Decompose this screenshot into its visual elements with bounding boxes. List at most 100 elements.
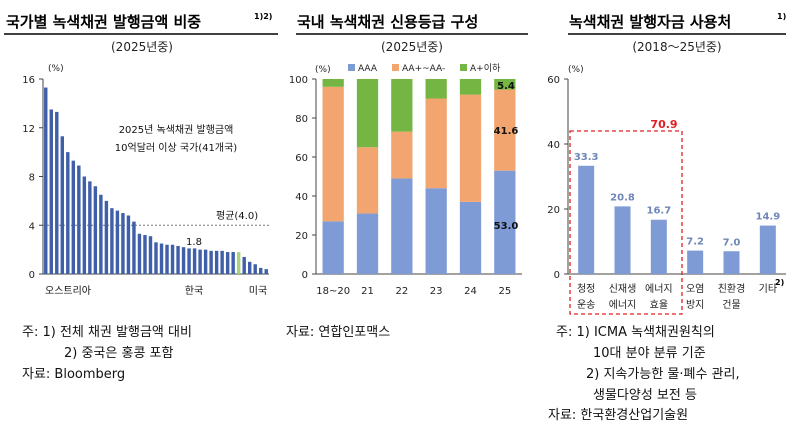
panel2-source: 자료: 연합인포맥스 bbox=[286, 325, 390, 340]
panel1-bar bbox=[115, 210, 120, 274]
panel1-y-tick-label: 8 bbox=[29, 173, 35, 184]
panel1-xlabel-austria: 오스트리아 bbox=[45, 285, 91, 297]
panel2-bar-a bbox=[391, 79, 413, 132]
panel3-x-label-line2: 건물 bbox=[722, 299, 740, 311]
panel3-source: 자료: 한국환경산업기술원 bbox=[548, 408, 688, 423]
legend-swatch-aa bbox=[392, 64, 399, 71]
panel1-bar bbox=[170, 244, 175, 274]
panel2-bar-aaa bbox=[494, 170, 516, 274]
legend-swatch-aaa bbox=[348, 64, 355, 71]
panel2-x-tick-label: 22 bbox=[395, 286, 408, 297]
panel2-x-tick-label: 24 bbox=[464, 286, 477, 297]
panel1-bar bbox=[154, 242, 158, 274]
panel2-x-tick-label: 25 bbox=[498, 286, 511, 297]
panel3-x-label-line1: 청정 bbox=[577, 283, 595, 295]
panel1-annotation-line2: 10억달러 이상 국가(41개국) bbox=[115, 142, 238, 154]
panel2-bar-a bbox=[459, 79, 482, 95]
panel3-value-label: 16.7 bbox=[646, 206, 671, 217]
panel3-category-sup: 2) bbox=[775, 278, 784, 287]
panel1-average-label: 평균(4.0) bbox=[216, 210, 258, 222]
panel2-bar-a bbox=[356, 79, 379, 148]
panel2-bar-aa bbox=[356, 147, 379, 214]
legend-label-aaa: AAA bbox=[358, 64, 378, 74]
panel1-bar bbox=[44, 87, 48, 274]
panel1-bar bbox=[214, 250, 219, 274]
panel2-x-tick-label: 23 bbox=[430, 286, 443, 297]
panel2-bar-a bbox=[425, 79, 447, 99]
panel2-bar-aa bbox=[322, 86, 344, 222]
panel1-bar bbox=[137, 233, 142, 274]
panel3-note-2: 10대 분야 분류 기준 bbox=[593, 346, 706, 361]
panel2-axes: 0 20 40 60 80 100 18~20 21 22 23 24 25 bbox=[289, 75, 522, 297]
panel1-bar bbox=[231, 252, 235, 274]
panel2-y-tick-label: 100 bbox=[289, 75, 308, 86]
panel1-bar bbox=[71, 160, 76, 274]
panel2-value-aaa: 53.0 bbox=[494, 221, 519, 232]
panel3-x-label-line2: 방지 bbox=[686, 299, 704, 311]
panel2-bar-aaa bbox=[322, 221, 344, 274]
panel3-bars: 33.3 20.8 16.7 7.2 7.0 14.9 bbox=[574, 152, 780, 274]
panel2-bar-aaa bbox=[425, 188, 447, 274]
panel1-bar bbox=[88, 181, 92, 274]
panel3-unit: (%) bbox=[568, 65, 584, 75]
panel1-subtitle: (2025년중) bbox=[111, 40, 173, 54]
panel2-bar-aaa bbox=[459, 201, 482, 274]
panel1-bar bbox=[259, 267, 263, 274]
panel1-bar bbox=[198, 249, 202, 274]
panel3-x-label-line1: 친환경 bbox=[718, 282, 746, 295]
panel2-bar-aa bbox=[459, 94, 482, 202]
panel3-bar bbox=[650, 219, 667, 274]
panel1-bar-korea bbox=[236, 252, 241, 274]
panel1-bar bbox=[220, 250, 224, 274]
panel3-bar bbox=[578, 165, 595, 274]
panel3-group-box bbox=[569, 130, 683, 315]
panel1-bar bbox=[225, 252, 230, 274]
panel3-group-total: 70.9 bbox=[650, 118, 677, 131]
panel1-bar bbox=[159, 243, 164, 274]
panel3-value-label: 20.8 bbox=[610, 192, 635, 203]
panel2-bar-aa bbox=[494, 89, 516, 171]
panel2-bars bbox=[322, 79, 516, 274]
panel1-y-tick-label: 16 bbox=[22, 75, 35, 86]
panel2-y-tick-label: 60 bbox=[295, 153, 308, 164]
panel3-x-label-line1: 오염 bbox=[686, 283, 704, 295]
panel1-bar bbox=[104, 200, 109, 274]
panel3-x-label-line2: 운송 bbox=[577, 299, 595, 311]
panel3-title-sup: 1) bbox=[777, 12, 786, 21]
panel2-subtitle: (2025년중) bbox=[381, 40, 443, 54]
panel3-title: 녹색채권 발행자금 사용처 bbox=[569, 13, 731, 31]
panel1-bar bbox=[55, 111, 59, 274]
panel1-bar bbox=[209, 250, 213, 274]
panel1-y-tick-label: 12 bbox=[22, 124, 35, 135]
panel3-value-label: 7.0 bbox=[723, 237, 741, 248]
panel2-bar-aa bbox=[391, 131, 413, 179]
panel3-y-tick-label: 60 bbox=[547, 75, 560, 86]
panel1-annotation-line1: 2025년 녹색채권 발행금액 bbox=[119, 124, 234, 136]
panel1-bar bbox=[66, 152, 70, 274]
panel3-x-label-line2: 효율 bbox=[650, 299, 668, 311]
panel1-bar bbox=[192, 248, 197, 274]
panel3-bar bbox=[614, 206, 631, 274]
panel1-bar bbox=[99, 194, 103, 274]
panel3-bar bbox=[759, 225, 776, 274]
panel3-value-label: 7.2 bbox=[686, 237, 704, 248]
legend-swatch-a bbox=[460, 64, 467, 71]
panel1-bar bbox=[187, 248, 191, 274]
panel3-note-1: 주: 1) ICMA 녹색채권원칙의 bbox=[556, 325, 715, 340]
panel1-bar bbox=[77, 165, 81, 274]
panel2-x-tick-label: 21 bbox=[361, 286, 374, 297]
panel3-bar bbox=[723, 251, 740, 274]
panel3-value-label: 14.9 bbox=[755, 212, 780, 223]
panel2-value-aa: 41.6 bbox=[494, 126, 519, 137]
panel3-y-tick-label: 20 bbox=[547, 205, 560, 216]
panel3-x-label-line1: 기타 bbox=[759, 283, 777, 295]
panel1-bar bbox=[110, 208, 114, 274]
panel3-subtitle: (2018～25년중) bbox=[632, 40, 721, 54]
panel2-bar-aa bbox=[425, 98, 447, 189]
panel1-bar bbox=[143, 235, 147, 274]
panel2-x-tick-label: 18~20 bbox=[316, 286, 350, 297]
panel1-unit: (%) bbox=[48, 64, 64, 74]
panel1-bar bbox=[82, 176, 87, 274]
